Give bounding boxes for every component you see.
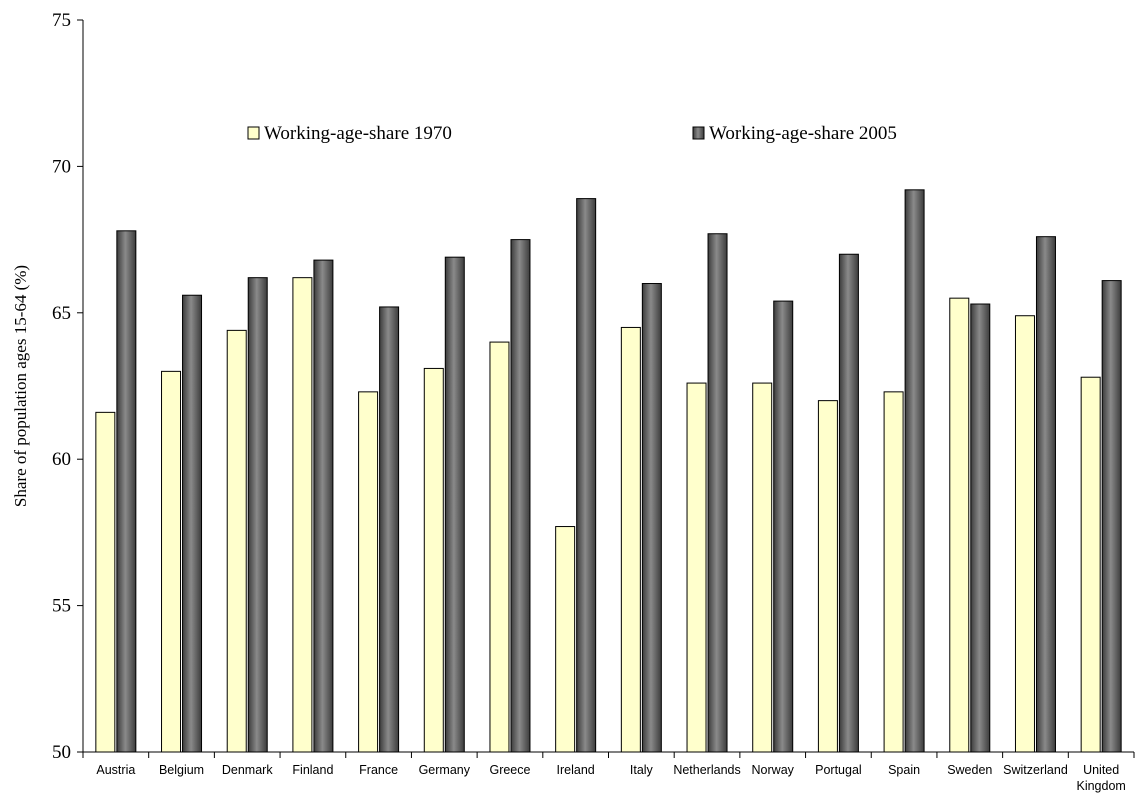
y-tick-label: 55 [52,596,71,617]
bar-1970-united-kingdom [1080,376,1101,753]
bar-2005-ireland [576,198,597,753]
y-tick-label: 60 [52,449,71,470]
legend-label-1: Working-age-share 1970 [264,123,452,144]
y-tick-label: 75 [52,10,71,31]
bar-2005-united-kingdom [1101,280,1122,753]
bar-1970-italy [620,326,641,753]
legend: Working-age-share 1970 Working-age-share … [247,123,897,144]
x-tick-label: Germany [419,763,471,777]
bar-2005-switzerland [1035,236,1056,753]
y-tick-label: 50 [52,742,71,763]
bar-2005-norway [773,300,794,753]
bar-1970-sweden [949,297,970,753]
bar-2005-spain [904,189,925,753]
bar-2005-portugal [838,253,859,753]
bar-1970-greece [489,341,510,753]
bar-1970-denmark [226,329,247,753]
bar-1970-spain [883,391,904,753]
bar-1970-germany [423,367,444,753]
x-tick-label: Ireland [557,763,595,777]
legend-swatch-1 [247,126,260,140]
x-tick-label: France [359,763,398,777]
x-tick-label: Netherlands [673,763,740,777]
bar-2005-greece [510,239,531,753]
bar-1970-finland [292,277,313,753]
bar-2005-finland [313,259,334,753]
bar-2005-belgium [182,294,203,753]
bar-2005-sweden [970,303,991,753]
x-tick-label: Italy [630,763,654,777]
x-tick-label: Spain [888,763,920,777]
bar-2005-netherlands [707,233,728,753]
legend-label-2: Working-age-share 2005 [709,123,897,144]
bar-1970-netherlands [686,382,707,753]
y-axis-title: Share of population ages 15-64 (%) [11,265,30,507]
bar-1970-france [358,391,379,753]
x-tick-label: Switzerland [1003,763,1068,777]
bar-2005-italy [641,283,662,753]
x-tick-label: Norway [752,763,795,777]
x-tick-label: United Kingdom [1076,763,1125,793]
bar-1970-norway [752,382,773,753]
bar-2005-germany [444,256,465,753]
y-tick-label: 70 [52,156,71,177]
bar-1970-belgium [161,370,182,753]
category-labels: Austria Belgium Denmark Finland France German… [96,763,1125,793]
bar-2005-denmark [247,277,268,753]
bar-2005-austria [116,230,137,753]
x-tick-label: Greece [489,763,530,777]
x-tick-label: Finland [292,763,333,777]
bar-1970-portugal [817,400,838,753]
x-tick-label: Austria [96,763,135,777]
bar-2005-france [379,306,400,753]
bar-1970-austria [95,411,116,753]
x-tick-label: Portugal [815,763,862,777]
bars [95,189,1122,753]
bar-1970-ireland [555,526,576,753]
x-tick-label: Denmark [222,763,273,777]
x-tick-label: Sweden [947,763,992,777]
x-tick-label: Belgium [159,763,204,777]
y-tick-label: 65 [52,303,71,324]
legend-swatch-2 [692,126,705,140]
bar-1970-switzerland [1014,315,1035,753]
